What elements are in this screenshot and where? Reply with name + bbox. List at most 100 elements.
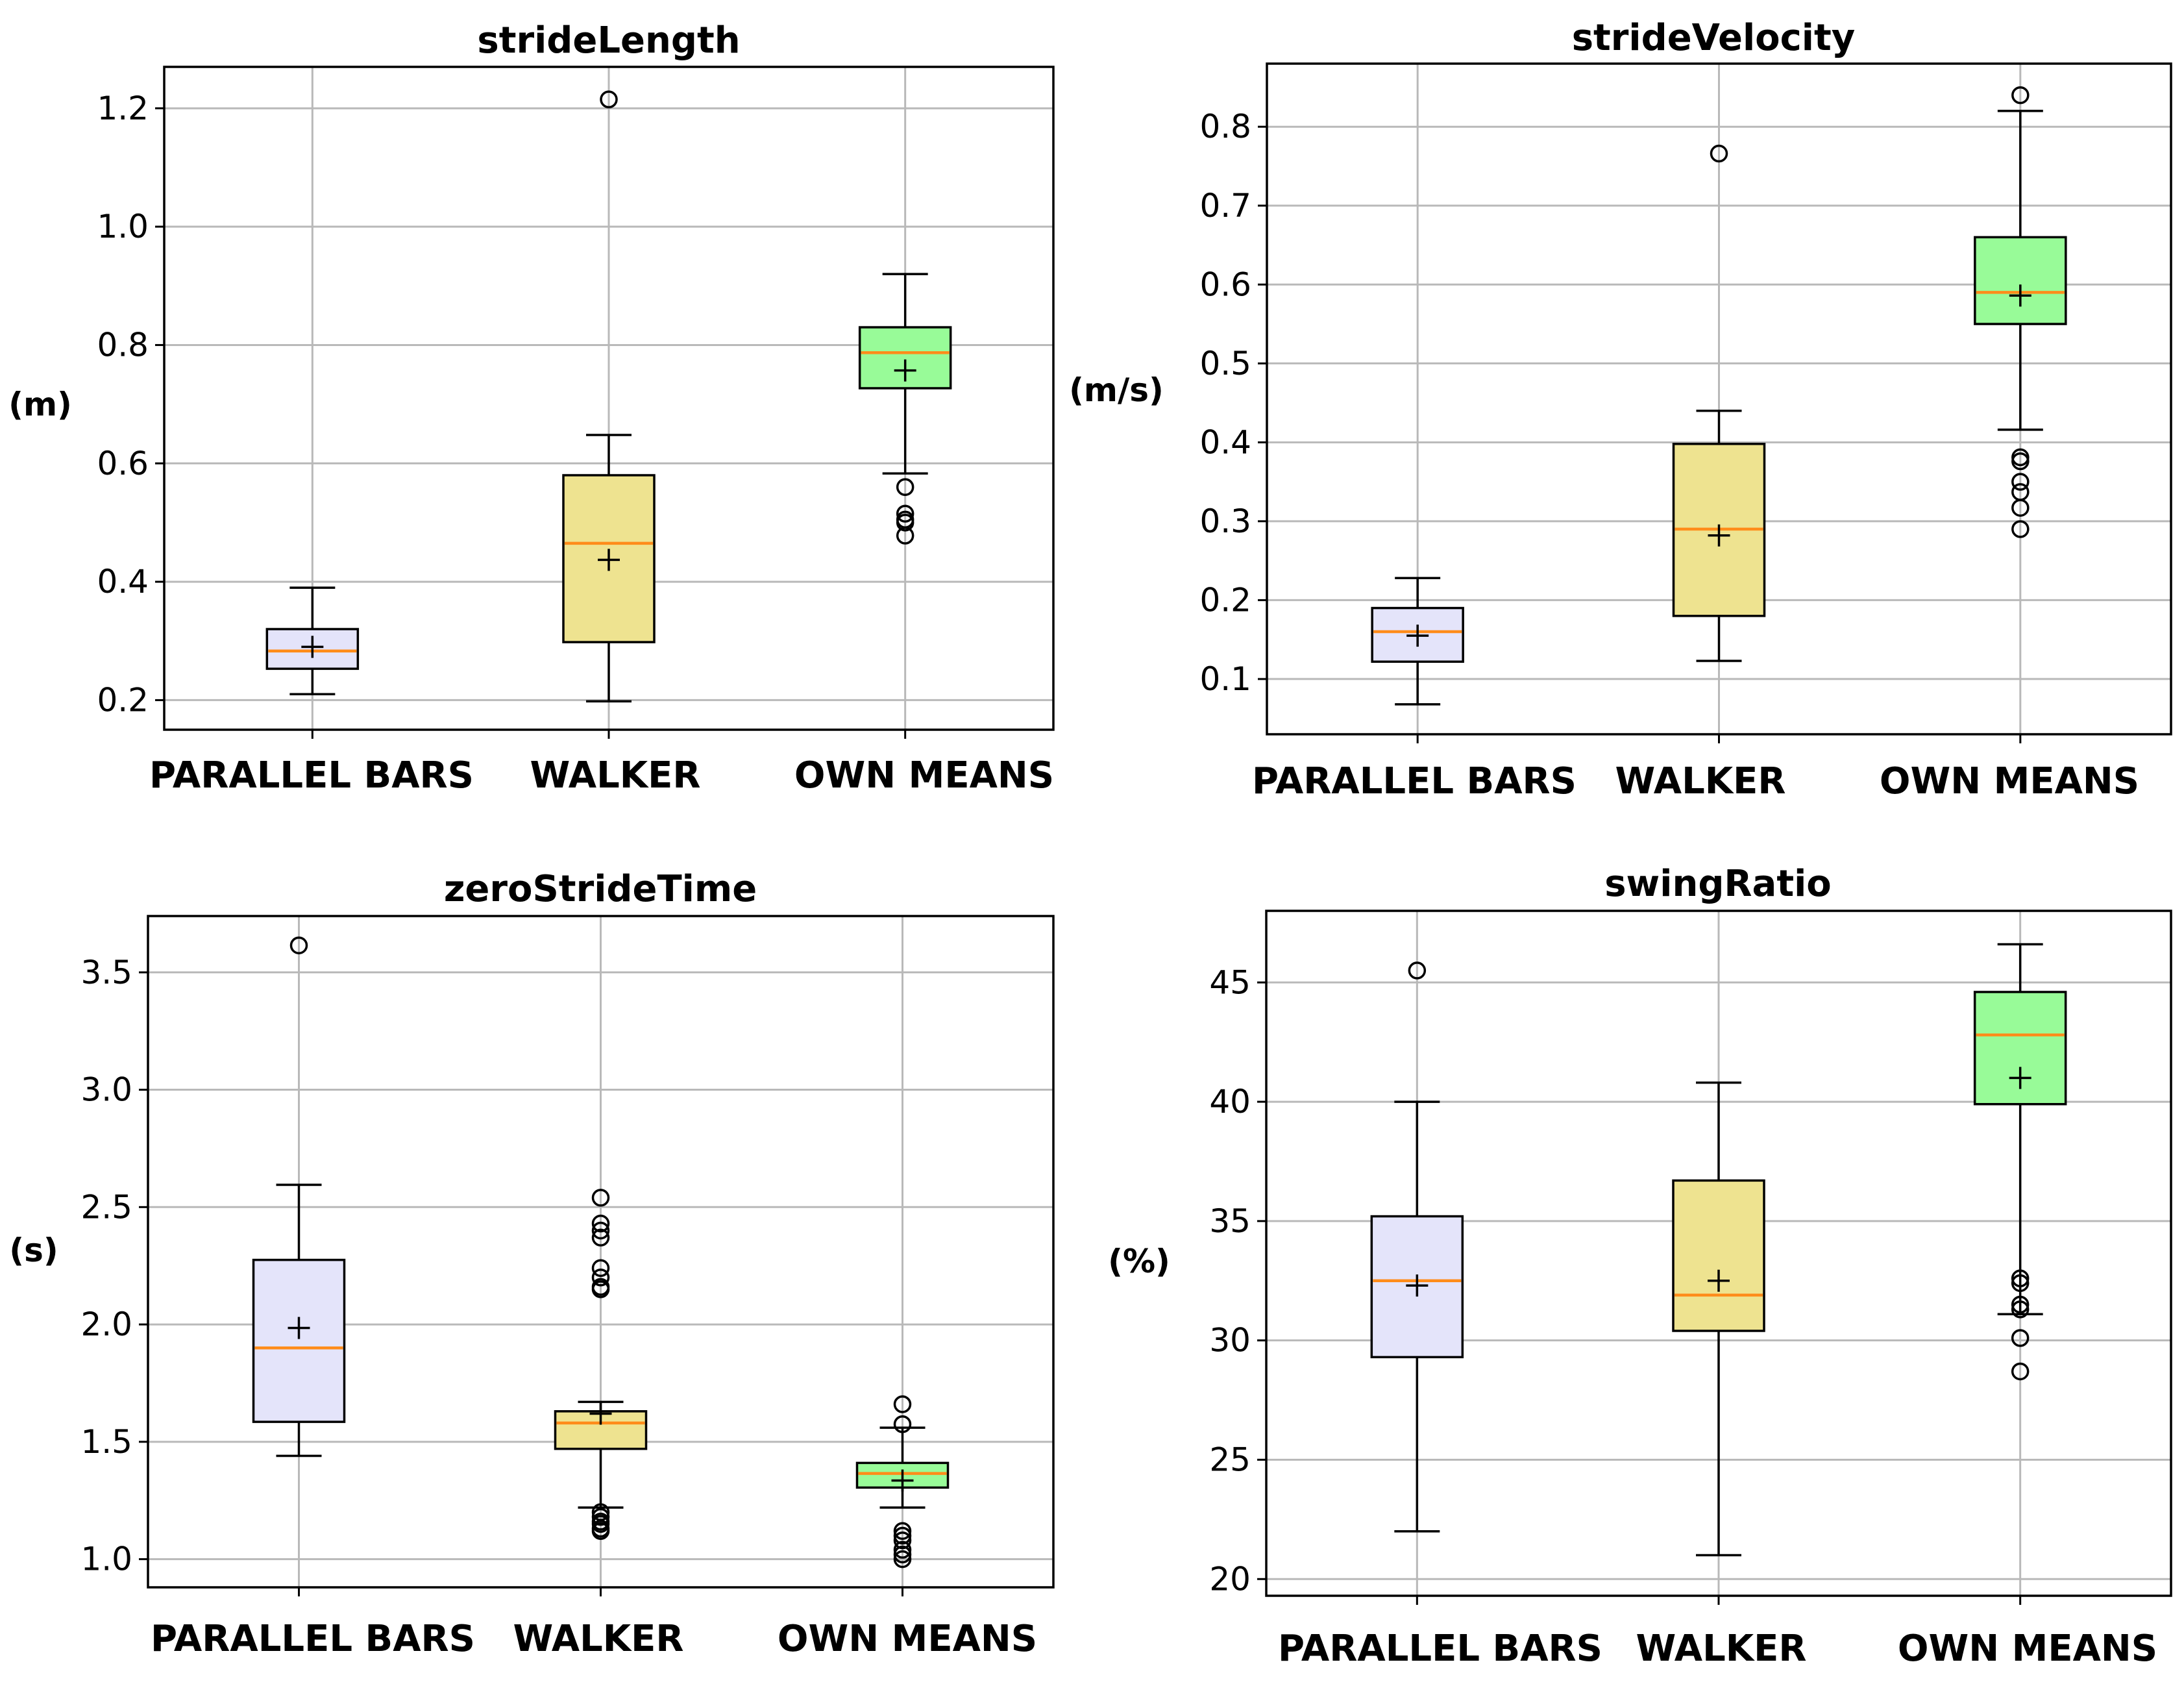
- outlier-point: [600, 90, 618, 108]
- outlier-point: [591, 1515, 610, 1533]
- box-own-means: [1973, 943, 2067, 1381]
- stride-length-panel: 0.2 0.4 0.6 0.8 1.0 1.2 PARALLEL BARS WALKER OWN…: [8, 19, 1055, 797]
- y-tick-label: 0.4: [97, 563, 149, 601]
- outlier-point: [2011, 1300, 2030, 1319]
- category-label: WALKER: [1636, 1628, 1806, 1670]
- y-tick-label: 1.2: [97, 90, 149, 127]
- swing-ratio-panel: 20 25 30 35 40 45 PARALLEL BARS WALKER OWN MEANS…: [1108, 863, 2172, 1670]
- y-tick-label: 0.2: [97, 681, 149, 719]
- y-tick-label: 40: [1209, 1083, 1251, 1121]
- outlier-point: [893, 1415, 912, 1433]
- y-tick-label: 25: [1209, 1441, 1251, 1478]
- y-tick-label: 0.7: [1199, 187, 1251, 225]
- outlier-point: [2011, 520, 2030, 538]
- y-tick-label: 0.2: [1199, 581, 1251, 619]
- outlier-point: [591, 1507, 610, 1526]
- y-tick-label: 45: [1209, 963, 1251, 1001]
- category-label: OWN MEANS: [778, 1618, 1037, 1660]
- outlier-point: [893, 1550, 912, 1568]
- category-label: OWN MEANS: [794, 754, 1054, 797]
- chart-title: strideLength: [477, 19, 740, 62]
- mean-marker: [301, 636, 324, 658]
- outlier-point: [591, 1522, 610, 1540]
- category-label: PARALLEL BARS: [1252, 760, 1577, 802]
- y-axis-label: (m/s): [1069, 371, 1164, 409]
- outlier-point: [896, 504, 914, 523]
- iqr-box: [858, 326, 952, 390]
- outlier-point: [2011, 452, 2030, 471]
- plot-frame: [1265, 910, 2172, 1597]
- y-tick-label: 2.5: [80, 1188, 132, 1226]
- y-axis-label: (m): [8, 386, 72, 423]
- outlier-point: [896, 514, 914, 532]
- mean-marker: [894, 359, 916, 382]
- outlier-point: [591, 1269, 610, 1287]
- plot-frame: [147, 915, 1055, 1589]
- outlier-point: [591, 1214, 610, 1233]
- outlier-point: [893, 1531, 912, 1550]
- y-tick-label: 1.5: [80, 1423, 132, 1461]
- stride-velocity-panel: 0.1 0.2 0.3 0.4 0.5 0.6 0.7 0.8 PARALLEL BARS WAL…: [1069, 17, 2172, 802]
- outlier-point: [289, 936, 308, 954]
- y-axis-label: (%): [1108, 1243, 1170, 1280]
- plot-frame: [1266, 62, 2172, 736]
- iqr-box: [252, 1258, 346, 1423]
- y-tick-label: 0.8: [1199, 108, 1251, 145]
- category-label: WALKER: [1615, 760, 1785, 802]
- category-label: WALKER: [513, 1618, 683, 1660]
- mean-marker: [288, 1317, 310, 1339]
- category-label: WALKER: [530, 754, 700, 797]
- outlier-point: [591, 1228, 610, 1247]
- iqr-box: [1672, 1179, 1765, 1332]
- outlier-point: [893, 1395, 912, 1413]
- box-parallel-bars: [1370, 961, 1464, 1533]
- y-tick-label: 3.0: [80, 1071, 132, 1109]
- category-label: PARALLEL BARS: [1278, 1628, 1602, 1670]
- y-tick-label: 0.6: [1199, 266, 1251, 303]
- outlier-point: [2011, 1329, 2030, 1347]
- y-tick-label: 3.5: [80, 954, 132, 991]
- box-parallel-bars: [1371, 576, 1464, 706]
- box-walker: [554, 1189, 648, 1540]
- box-walker: [1672, 1081, 1765, 1557]
- y-tick-label: 2.0: [80, 1306, 132, 1343]
- plot-frame: [163, 66, 1055, 731]
- mean-marker: [1406, 625, 1429, 647]
- outlier-point: [591, 1189, 610, 1207]
- outlier-point: [1710, 144, 1728, 163]
- mean-marker: [1406, 1274, 1429, 1297]
- box-walker: [1672, 144, 1766, 662]
- outlier-point: [591, 1280, 610, 1298]
- outlier-point: [896, 478, 914, 496]
- y-tick-label: 0.8: [97, 326, 149, 364]
- outlier-point: [2011, 1295, 2030, 1314]
- category-label: PARALLEL BARS: [151, 1618, 475, 1660]
- outlier-point: [893, 1526, 912, 1545]
- mean-marker: [891, 1469, 914, 1492]
- outlier-point: [893, 1522, 912, 1540]
- outlier-point: [2011, 473, 2030, 491]
- y-tick-label: 0.6: [97, 445, 149, 482]
- category-label: OWN MEANS: [1898, 1628, 2157, 1670]
- chart-title: swingRatio: [1604, 863, 1832, 905]
- outlier-point: [893, 1545, 912, 1564]
- mean-marker: [2009, 284, 2031, 307]
- mean-marker: [598, 549, 620, 571]
- y-axis-label: (s): [9, 1232, 58, 1269]
- outlier-point: [2011, 499, 2030, 517]
- outlier-point: [2011, 1362, 2030, 1381]
- y-tick-label: 0.3: [1199, 502, 1251, 540]
- y-tick-label: 30: [1209, 1322, 1251, 1359]
- iqr-box: [1974, 236, 2067, 325]
- y-tick-label: 0.1: [1199, 660, 1251, 698]
- outlier-point: [893, 1541, 912, 1559]
- outlier-point: [2011, 1274, 2030, 1293]
- box-parallel-bars: [265, 586, 360, 696]
- iqr-box: [855, 1461, 950, 1489]
- outlier-point: [591, 1221, 610, 1240]
- chart-title: strideVelocity: [1572, 17, 1856, 59]
- y-tick-label: 20: [1209, 1560, 1251, 1598]
- category-label: OWN MEANS: [1880, 760, 2139, 802]
- mean-marker: [1708, 1269, 1730, 1292]
